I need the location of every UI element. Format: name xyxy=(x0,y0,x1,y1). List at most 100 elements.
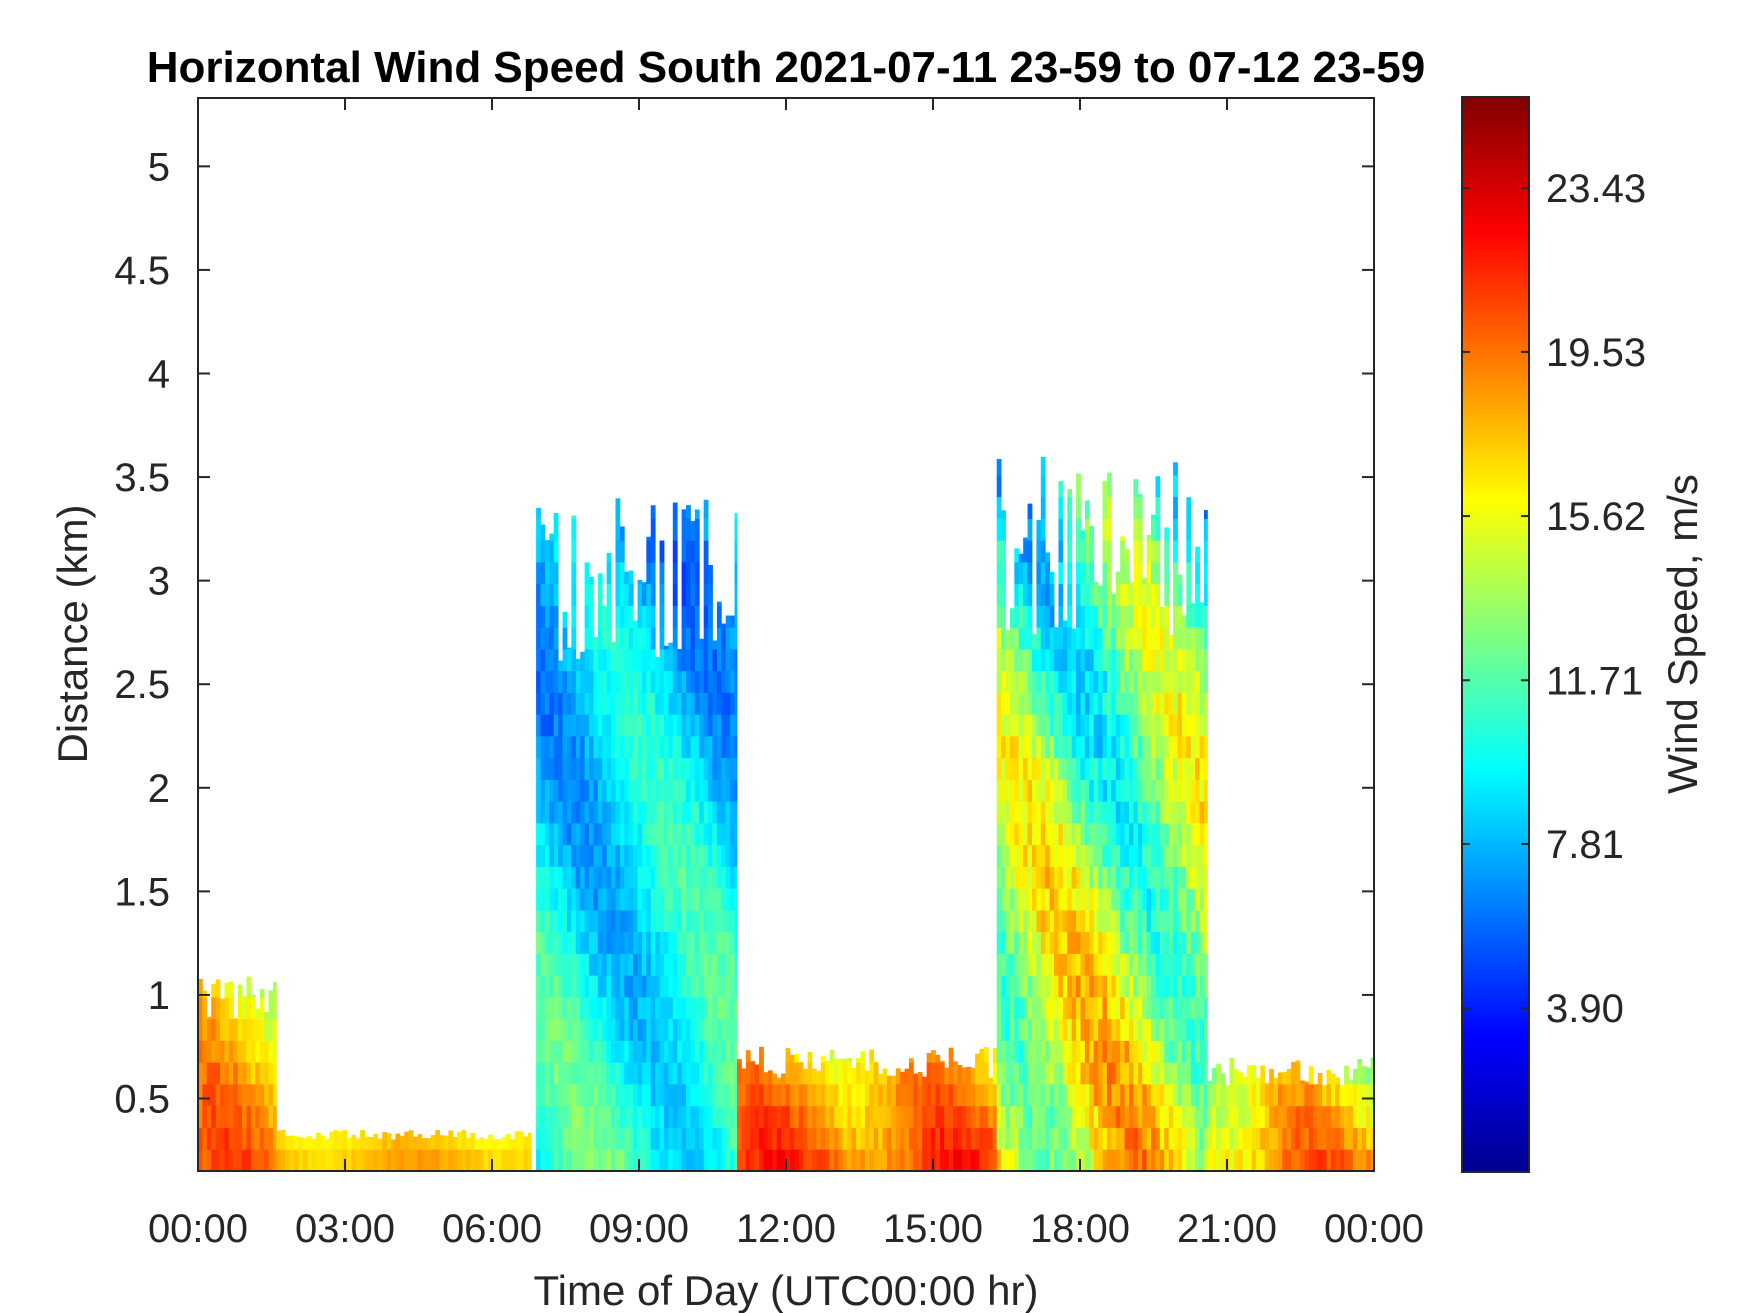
heatmap-cell xyxy=(575,931,581,954)
heatmap-cell xyxy=(1049,1149,1055,1171)
heatmap-cell xyxy=(1137,779,1143,802)
heatmap-cell xyxy=(1146,953,1152,976)
heatmap-cell xyxy=(1370,1127,1374,1150)
heatmap-cell xyxy=(338,1131,343,1150)
heatmap-cell xyxy=(1164,888,1170,911)
heatmap-cell xyxy=(1137,649,1143,672)
heatmap-cell xyxy=(650,505,656,519)
heatmap-cell xyxy=(1067,823,1073,846)
heatmap-cell xyxy=(1111,866,1117,889)
heatmap-cell xyxy=(694,866,700,889)
heatmap-cell xyxy=(1001,605,1006,628)
heatmap-cell xyxy=(1067,605,1073,628)
heatmap-cell xyxy=(694,714,700,737)
heatmap-cell xyxy=(690,736,696,759)
heatmap-cell xyxy=(593,997,599,1020)
heatmap-cell xyxy=(1273,1084,1279,1107)
heatmap-cell xyxy=(1045,605,1051,628)
heatmap-cell xyxy=(589,583,594,606)
heatmap-cell xyxy=(518,1131,524,1150)
heatmap-cell xyxy=(672,562,678,585)
heatmap-cell xyxy=(628,801,634,824)
heatmap-cell xyxy=(624,866,630,889)
heatmap-cell xyxy=(953,1127,958,1150)
heatmap-cell xyxy=(681,583,687,606)
heatmap-cell xyxy=(1084,975,1090,998)
heatmap-cell xyxy=(575,888,581,911)
heatmap-cell xyxy=(637,692,643,715)
heatmap-cell xyxy=(847,1062,853,1085)
heatmap-cell xyxy=(1089,1149,1095,1171)
heatmap-cell xyxy=(1115,866,1121,889)
x-tick-label: 06:00 xyxy=(442,1207,542,1251)
heatmap-cell xyxy=(1031,692,1037,715)
heatmap-cell xyxy=(1111,844,1117,867)
heatmap-cell xyxy=(1045,714,1051,737)
heatmap-cell xyxy=(725,1084,731,1107)
heatmap-cell xyxy=(1308,1149,1314,1171)
heatmap-cell xyxy=(549,1040,555,1063)
heatmap-cell xyxy=(1181,736,1187,759)
heatmap-cell xyxy=(1133,757,1139,780)
heatmap-cell xyxy=(1071,1149,1077,1171)
heatmap-cell xyxy=(536,649,541,672)
heatmap-cell xyxy=(650,910,656,933)
heatmap-cell xyxy=(834,1105,839,1128)
heatmap-region-afternoon-boundary-layer xyxy=(996,456,1208,1171)
heatmap-cell xyxy=(589,1127,594,1150)
heatmap-cell xyxy=(864,1105,870,1128)
heatmap-cell xyxy=(633,844,638,867)
heatmap-cell xyxy=(1111,1084,1117,1107)
heatmap-cell xyxy=(712,844,718,867)
heatmap-cell xyxy=(1040,844,1046,867)
heatmap-cell xyxy=(1195,1149,1200,1171)
heatmap-cell xyxy=(1076,649,1081,672)
heatmap-cell xyxy=(558,931,563,954)
heatmap-cell xyxy=(926,1105,932,1128)
heatmap-cell xyxy=(1040,910,1046,933)
heatmap-cell xyxy=(615,997,621,1020)
y-axis: 0.511.522.533.544.55 xyxy=(114,145,1374,1122)
heatmap-cell xyxy=(1054,1084,1059,1107)
heatmap-cell xyxy=(681,1127,687,1150)
heatmap-cell xyxy=(1106,670,1112,693)
heatmap-cell xyxy=(1058,481,1064,498)
heatmap-cell xyxy=(1133,649,1139,672)
heatmap-cell xyxy=(597,779,603,802)
heatmap-cell xyxy=(1146,670,1152,693)
heatmap-cell xyxy=(1076,801,1081,824)
heatmap-cell xyxy=(1014,627,1020,650)
heatmap-cell xyxy=(242,1040,247,1063)
heatmap-cell xyxy=(633,1062,638,1085)
heatmap-cell xyxy=(931,1050,936,1063)
heatmap-cell xyxy=(1186,562,1192,585)
heatmap-cell xyxy=(606,953,612,976)
heatmap-cell xyxy=(725,844,731,867)
heatmap-cell xyxy=(514,1149,520,1171)
heatmap-cell xyxy=(944,1105,950,1128)
heatmap-cell xyxy=(571,736,577,759)
heatmap-cell xyxy=(1168,1040,1174,1063)
heatmap-cell xyxy=(457,1149,463,1171)
heatmap-cell xyxy=(1330,1073,1336,1085)
heatmap-cell xyxy=(1120,757,1125,780)
heatmap-cell xyxy=(1335,1149,1341,1171)
heatmap-cell xyxy=(1098,757,1103,780)
heatmap-cell xyxy=(1155,953,1161,976)
y-tick-label: 4.5 xyxy=(114,249,170,293)
heatmap-cell xyxy=(611,953,616,976)
heatmap-cell xyxy=(860,1051,866,1063)
heatmap-cell xyxy=(1137,562,1143,585)
heatmap-cell xyxy=(1093,736,1099,759)
heatmap-cell xyxy=(1102,844,1108,867)
heatmap-cell xyxy=(1133,518,1139,541)
heatmap-cell xyxy=(1067,649,1073,672)
heatmap-cell xyxy=(1018,1127,1024,1150)
heatmap-cell xyxy=(1146,583,1152,606)
heatmap-cell xyxy=(785,1062,791,1085)
heatmap-cell xyxy=(1361,1105,1367,1128)
heatmap-cell xyxy=(589,931,594,954)
heatmap-cell xyxy=(1181,888,1187,911)
heatmap-cell xyxy=(628,714,634,737)
heatmap-cell xyxy=(584,1127,590,1150)
